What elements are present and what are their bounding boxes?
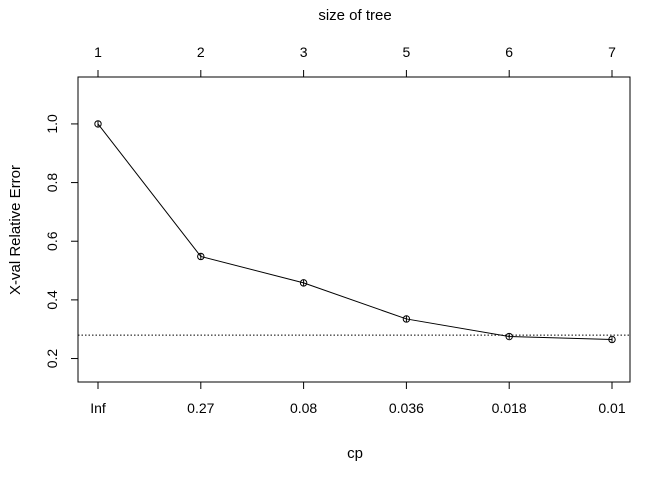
y-tick-label: 0.4 [44, 290, 60, 310]
y-tick-label: 0.2 [44, 349, 60, 369]
x-tick-label: Inf [90, 400, 106, 416]
top-tick-label: 5 [403, 44, 411, 60]
top-tick-label: 2 [197, 44, 205, 60]
series-line [97, 123, 613, 340]
data-point [197, 252, 205, 261]
data-point [402, 315, 411, 323]
top-tick-label: 6 [505, 44, 513, 60]
top-tick-label: 1 [94, 44, 102, 60]
y-tick-label: 0.6 [44, 231, 60, 251]
x-tick-label: 0.018 [492, 400, 527, 416]
top-tick-label: 7 [608, 44, 616, 60]
x-tick-label: 0.036 [389, 400, 424, 416]
y-tick-label: 0.8 [44, 173, 60, 193]
y-tick-label: 1.0 [44, 114, 60, 134]
y-axis-title: X-val Relative Error [7, 165, 24, 295]
data-point [94, 120, 102, 128]
plot-frame [77, 76, 631, 383]
data-point [299, 279, 308, 287]
top-axis-title: size of tree [318, 7, 391, 24]
x-tick-label: 0.01 [598, 400, 625, 416]
top-tick-label: 3 [300, 44, 308, 60]
x-tick-label: 0.08 [290, 400, 317, 416]
x-axis-title: cp [347, 445, 363, 462]
data-point [505, 332, 513, 341]
x-tick-label: 0.27 [187, 400, 214, 416]
data-point [608, 335, 616, 344]
